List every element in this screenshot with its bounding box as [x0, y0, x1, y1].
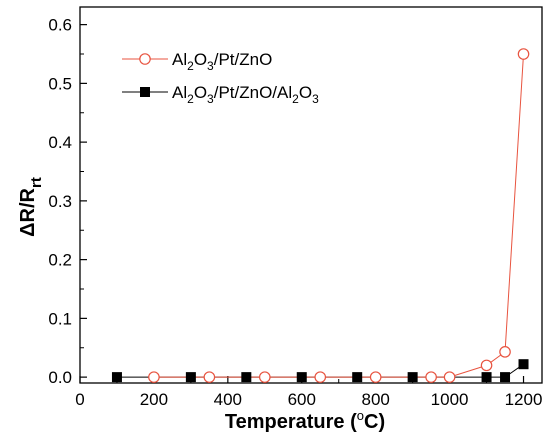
x-axis-title-suffix: C) [364, 411, 385, 433]
data-point-series-2 [518, 359, 529, 370]
legend-text-part: O [194, 83, 207, 102]
legend-text-part: Al [172, 83, 187, 102]
legend-text-part: Al [172, 50, 187, 69]
legend-text-part: O [299, 83, 312, 102]
y-tick-label: 0.2 [48, 251, 72, 270]
legend-subscript: 3 [312, 92, 319, 106]
plot-frame [79, 6, 543, 384]
legend-marker-1 [139, 53, 151, 65]
x-tick-label: 400 [214, 390, 242, 409]
x-tick-label: 600 [288, 390, 316, 409]
legend-label-2: Al2O3/Pt/ZnO/Al2O3 [172, 83, 319, 106]
data-point-series-1 [258, 371, 271, 383]
y-axis-title: ΔR/Rrt [17, 177, 45, 237]
data-point-series-1 [425, 371, 437, 383]
x-tick-label: 200 [140, 390, 168, 409]
data-point-series-2 [185, 372, 196, 383]
data-point-series-1 [148, 371, 160, 383]
ticks: 0 200 400 600 800 1000 1200 0.0 0.1 0.2 0.3 0.4 0.5 0… [48, 16, 542, 409]
legend-subscript: 2 [187, 92, 194, 106]
y-tick-label: 0.0 [48, 368, 72, 387]
x-axis-title: Temperature (oC) [225, 408, 385, 433]
data-point-series-1 [499, 346, 511, 358]
legend-text-part: /Pt/ZnO [214, 50, 273, 69]
series-line-1 [153, 53, 525, 378]
y-tick-label: 0.3 [48, 192, 72, 211]
data-point-series-2 [500, 372, 511, 383]
x-axis-title-text: Temperature ( [225, 411, 357, 433]
legend-marker-2 [140, 87, 150, 97]
data-point-series-2 [407, 372, 418, 383]
legend-text-part: /Pt/ZnO/Al [214, 83, 292, 102]
x-tick-label: 1000 [431, 390, 469, 409]
x-axis-title-superscript: o [357, 408, 364, 423]
axes [79, 6, 543, 384]
y-tick-label: 0.1 [48, 309, 72, 328]
data-point-series-1 [480, 359, 493, 372]
legend-subscript: 3 [207, 59, 214, 73]
legend-label-1: Al2O3/Pt/ZnO [172, 50, 272, 73]
data-point-series-2 [296, 372, 307, 383]
data-point-series-1 [203, 371, 216, 383]
y-axis-title-main: ΔR/R [17, 187, 39, 236]
y-tick-label: 0.4 [48, 133, 72, 152]
data-point-series-1 [517, 48, 530, 60]
y-tick-label: 0.5 [48, 74, 72, 93]
x-tick-label: 0 [75, 390, 84, 409]
data-point-series-2 [111, 372, 122, 383]
data-point-series-2 [241, 372, 252, 383]
x-tick-label: 800 [361, 390, 389, 409]
y-axis-title-subscript: rt [28, 177, 45, 188]
legend-text-part: O [194, 50, 207, 69]
data-point-series-2 [481, 372, 492, 383]
y-tick-label: 0.6 [48, 16, 72, 35]
data-point-series-1 [369, 371, 382, 383]
legend-subscript: 3 [207, 92, 214, 106]
data-point-series-2 [352, 372, 363, 383]
data-point-series-1 [314, 371, 327, 383]
legend-subscript: 2 [187, 59, 194, 73]
x-tick-label: 1200 [505, 390, 543, 409]
legend-subscript: 2 [292, 92, 299, 106]
plot-series [111, 48, 530, 383]
data-point-series-1 [443, 371, 456, 383]
